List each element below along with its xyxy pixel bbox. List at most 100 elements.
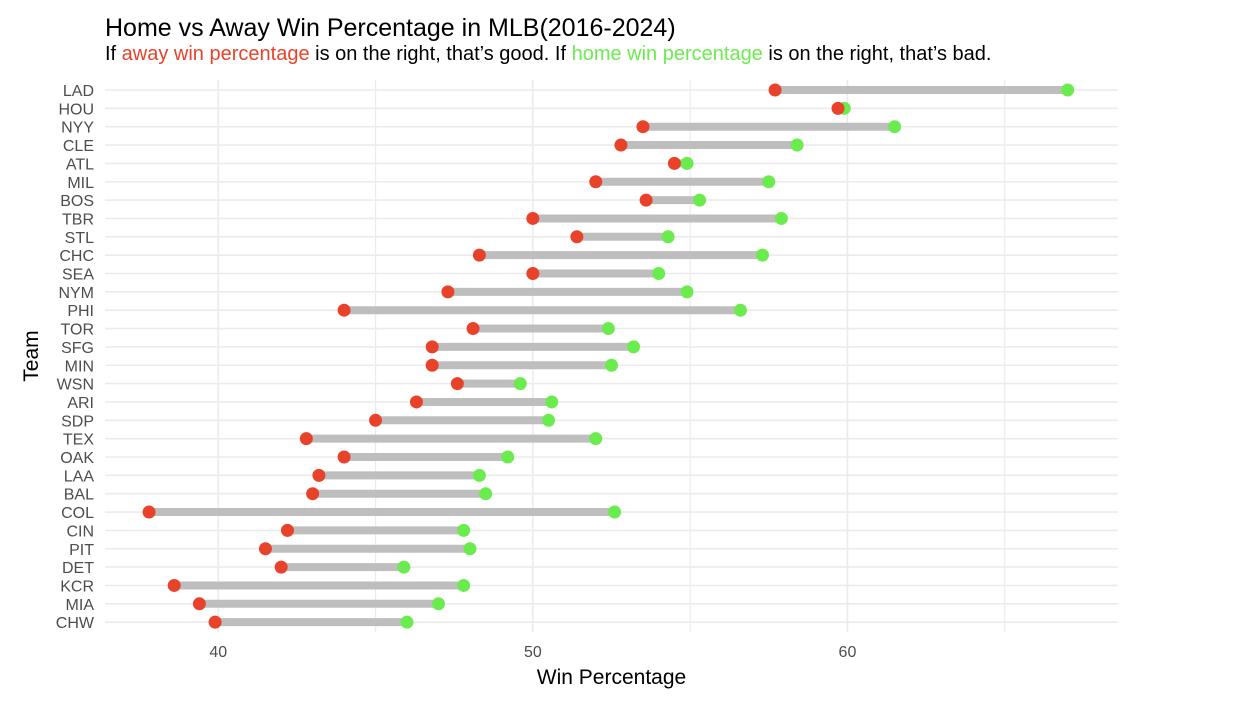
away-point-nym: [441, 285, 455, 299]
away-point-ari: [409, 395, 423, 409]
away-point-lad: [768, 83, 782, 97]
home-point-det: [397, 560, 411, 574]
away-point-kcr: [167, 578, 181, 592]
y-tick-label: HOU: [58, 101, 94, 118]
home-point-lad: [1061, 83, 1075, 97]
y-tick-label: TOR: [61, 322, 94, 339]
away-point-atl: [667, 156, 681, 170]
segment-layer: [149, 86, 1068, 627]
away-point-mia: [192, 597, 206, 611]
away-point-oak: [337, 450, 351, 464]
y-tick-label: CIN: [66, 523, 94, 540]
chart-title: Home vs Away Win Percentage in MLB(2016-…: [105, 14, 676, 42]
home-point-tex: [589, 432, 603, 446]
home-point-cle: [790, 138, 804, 152]
grid-layer: [105, 80, 1118, 632]
x-tick-label: 40: [209, 644, 227, 661]
away-point-bos: [639, 193, 653, 207]
y-tick-label: MIN: [65, 358, 94, 375]
away-point-phi: [337, 303, 351, 317]
home-point-kcr: [457, 578, 471, 592]
away-point-cle: [614, 138, 628, 152]
away-point-pit: [258, 542, 272, 556]
home-point-chw: [400, 615, 414, 629]
y-tick-label: MIA: [66, 597, 95, 614]
y-axis-title: Team: [20, 330, 43, 381]
away-point-stl: [570, 230, 584, 244]
y-tick-label: SEA: [62, 267, 94, 284]
chart-subtitle: If away win percentage is on the right, …: [105, 41, 1115, 67]
y-tick-label: BAL: [64, 487, 94, 504]
x-tick-label: 60: [839, 644, 857, 661]
y-tick-label: LAD: [63, 83, 94, 100]
away-point-wsn: [450, 377, 464, 391]
home-point-nym: [680, 285, 694, 299]
away-point-sdp: [369, 413, 383, 427]
away-point-bal: [306, 487, 320, 501]
y-tick-label: COL: [61, 505, 94, 522]
home-point-nyy: [888, 120, 902, 134]
y-tick-label: PIT: [69, 542, 94, 559]
away-point-sfg: [425, 340, 439, 354]
y-tick-label: DET: [62, 560, 94, 577]
y-tick-label: TBR: [62, 211, 94, 228]
away-point-det: [274, 560, 288, 574]
y-tick-label: ATL: [66, 156, 94, 173]
away-point-chw: [208, 615, 222, 629]
y-tick-label: WSN: [57, 377, 94, 394]
point-layer: [142, 83, 1075, 629]
home-point-stl: [661, 230, 675, 244]
y-tick-label: LAA: [64, 468, 95, 485]
away-point-sea: [526, 267, 540, 280]
home-point-bos: [693, 193, 707, 207]
home-point-pit: [463, 542, 477, 556]
home-point-ari: [545, 395, 559, 409]
away-point-tbr: [526, 211, 540, 225]
home-point-mia: [431, 597, 445, 611]
away-point-chc: [472, 248, 486, 262]
y-tick-label: TEX: [63, 432, 94, 449]
home-point-tbr: [774, 211, 788, 225]
subtitle-text-2: is on the right, that’s good. If: [309, 43, 572, 65]
home-point-laa: [472, 468, 486, 482]
y-tick-label: CLE: [63, 138, 94, 155]
away-point-min: [425, 358, 439, 372]
subtitle-away-phrase: away win percentage: [121, 43, 310, 65]
home-point-sea: [652, 267, 666, 280]
home-point-col: [608, 505, 622, 519]
subtitle-home-phrase: home win percentage: [571, 43, 763, 65]
home-point-min: [605, 358, 618, 372]
y-tick-label: CHC: [59, 248, 94, 265]
y-tick-label: SDP: [61, 413, 94, 430]
home-point-sdp: [542, 413, 556, 427]
away-point-tex: [299, 432, 313, 446]
away-point-cin: [280, 523, 294, 537]
home-point-bal: [479, 487, 493, 501]
home-point-phi: [733, 303, 747, 317]
subtitle-text-1: If: [105, 43, 122, 65]
x-axis-title: Win Percentage: [537, 666, 686, 689]
home-point-chc: [756, 248, 770, 262]
x-tick-label: 50: [524, 644, 542, 661]
home-point-oak: [501, 450, 515, 464]
y-tick-label: OAK: [60, 450, 94, 467]
away-point-hou: [831, 101, 845, 115]
home-point-atl: [680, 156, 694, 170]
home-point-sfg: [627, 340, 641, 354]
home-point-cin: [457, 523, 471, 537]
y-tick-label: BOS: [60, 193, 94, 210]
y-tick-label: NYM: [58, 285, 94, 302]
away-point-mil: [589, 175, 603, 189]
away-point-nyy: [636, 120, 650, 134]
away-point-tor: [466, 322, 480, 336]
x-tick-labels: 40 50 60: [209, 644, 856, 661]
y-tick-label: KCR: [60, 578, 94, 595]
away-point-laa: [312, 468, 326, 482]
y-tick-label: MIL: [67, 175, 94, 192]
home-point-mil: [762, 175, 776, 189]
y-tick-label: SFG: [61, 340, 94, 357]
y-tick-label: ARI: [67, 395, 94, 412]
home-point-wsn: [513, 377, 527, 391]
